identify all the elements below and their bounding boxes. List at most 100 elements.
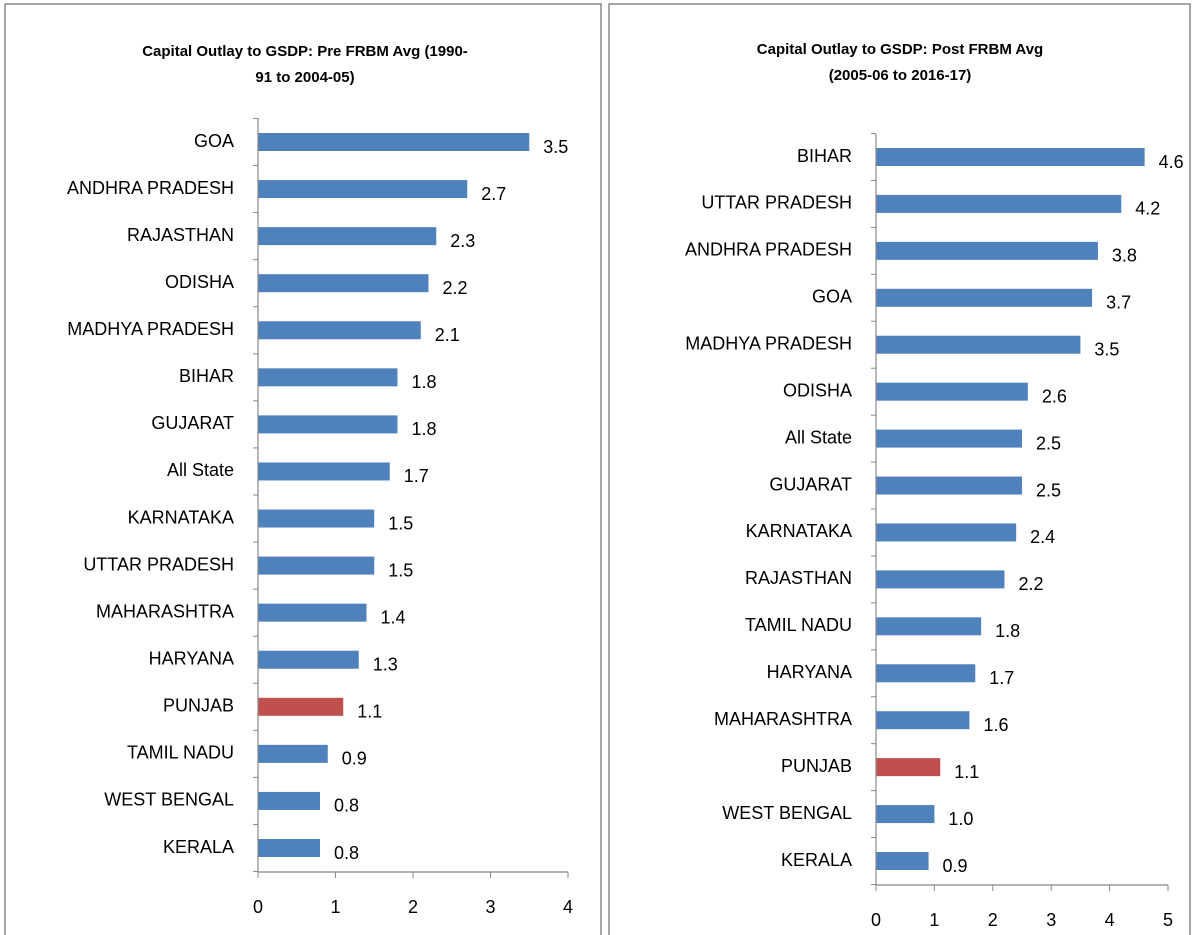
bar [258, 509, 375, 528]
x-tick-label: 1 [929, 910, 939, 930]
data-label: 1.0 [948, 809, 973, 829]
data-label: 3.5 [543, 137, 568, 157]
y-tick-label: RAJASTHAN [745, 568, 852, 588]
x-tick-label: 5 [1163, 910, 1173, 930]
y-tick-label: GOA [194, 131, 234, 151]
y-tick-label: WEST BENGAL [104, 790, 234, 810]
data-label: 2.3 [450, 231, 475, 251]
y-tick-label: HARYANA [767, 662, 852, 682]
data-label: 1.8 [412, 419, 437, 439]
x-tick-label: 0 [253, 897, 263, 917]
bar [258, 697, 344, 716]
bar [258, 180, 468, 199]
y-tick-label: GUJARAT [769, 474, 852, 494]
bar [876, 523, 1017, 542]
y-tick-label: KERALA [163, 837, 234, 857]
data-label: 1.5 [388, 560, 413, 580]
bar [258, 321, 421, 340]
bar [876, 241, 1098, 260]
data-label: 2.5 [1036, 433, 1061, 453]
data-label: 1.5 [388, 513, 413, 533]
y-tick-label: All State [785, 427, 852, 447]
bar [258, 603, 367, 622]
bar [876, 148, 1145, 166]
y-tick-label: MAHARASHTRA [96, 601, 234, 621]
chart-title: Capital Outlay to GSDP: Pre FRBM Avg (19… [142, 43, 468, 60]
data-label: 4.2 [1135, 199, 1160, 219]
y-tick-label: ANDHRA PRADESH [685, 240, 852, 260]
data-label: 2.6 [1042, 386, 1067, 406]
bar [876, 570, 1005, 589]
data-label: 0.8 [334, 796, 359, 816]
y-tick-label: PUNJAB [781, 756, 852, 776]
y-tick-label: KARNATAKA [128, 507, 234, 527]
data-label: 1.7 [404, 466, 429, 486]
x-tick-label: 3 [1046, 910, 1056, 930]
y-tick-label: BIHAR [179, 366, 234, 386]
y-tick-label: UTTAR PRADESH [83, 554, 234, 574]
x-tick-label: 0 [871, 910, 881, 930]
chart-title: 91 to 2004-05) [255, 69, 354, 86]
bar [258, 415, 398, 434]
x-tick-label: 3 [485, 897, 495, 917]
bar [876, 758, 941, 777]
y-tick-label: MADHYA PRADESH [67, 319, 234, 339]
bar [876, 852, 929, 870]
bar [876, 617, 982, 636]
bar [258, 650, 359, 669]
y-tick-label: UTTAR PRADESH [701, 193, 852, 213]
data-label: 1.6 [983, 715, 1008, 735]
bar [258, 791, 320, 810]
data-label: 2.7 [481, 184, 506, 204]
y-tick-label: TAMIL NADU [745, 615, 852, 635]
data-label: 3.7 [1106, 293, 1131, 313]
chart-title: (2005-06 to 2016-17) [829, 67, 972, 84]
data-label: 1.8 [995, 621, 1020, 641]
bar [876, 805, 935, 824]
data-label: 1.3 [373, 654, 398, 674]
data-label: 0.9 [943, 856, 968, 876]
y-tick-label: TAMIL NADU [127, 743, 234, 763]
x-tick-label: 2 [408, 897, 418, 917]
bar [258, 744, 328, 763]
y-tick-label: BIHAR [797, 146, 852, 166]
data-label: 2.4 [1030, 527, 1055, 547]
data-label: 3.8 [1112, 246, 1137, 266]
data-label: 1.4 [381, 607, 406, 627]
data-label: 2.5 [1036, 480, 1061, 500]
y-tick-label: GUJARAT [151, 413, 234, 433]
bar [876, 194, 1122, 213]
y-tick-label: ODISHA [165, 272, 234, 292]
bar [258, 227, 437, 246]
data-label: 4.6 [1159, 152, 1184, 172]
panel [4, 3, 602, 935]
y-tick-label: KARNATAKA [746, 521, 852, 541]
data-label: 0.9 [342, 749, 367, 769]
y-tick-label: HARYANA [149, 648, 234, 668]
y-tick-label: ODISHA [783, 380, 852, 400]
bar [876, 429, 1022, 448]
data-label: 3.5 [1094, 339, 1119, 359]
y-tick-label: PUNJAB [163, 696, 234, 716]
x-tick-label: 1 [330, 897, 340, 917]
chart-title: Capital Outlay to GSDP: Post FRBM Avg [757, 41, 1043, 58]
y-tick-label: KERALA [781, 850, 852, 870]
data-label: 1.7 [989, 668, 1014, 688]
y-tick-label: MADHYA PRADESH [685, 333, 852, 353]
bar [258, 274, 429, 293]
data-label: 0.8 [334, 843, 359, 863]
bar [876, 335, 1081, 354]
data-label: 1.1 [954, 762, 979, 782]
y-tick-label: WEST BENGAL [722, 803, 852, 823]
y-tick-label: RAJASTHAN [127, 225, 234, 245]
bar [876, 476, 1022, 495]
x-tick-label: 4 [1105, 910, 1115, 930]
data-label: 2.1 [435, 325, 460, 345]
bar [258, 368, 398, 387]
y-tick-label: ANDHRA PRADESH [67, 178, 234, 198]
panel [608, 3, 1191, 935]
bar [876, 288, 1093, 307]
data-label: 1.1 [357, 702, 382, 722]
bar [876, 382, 1028, 401]
y-tick-label: All State [167, 460, 234, 480]
